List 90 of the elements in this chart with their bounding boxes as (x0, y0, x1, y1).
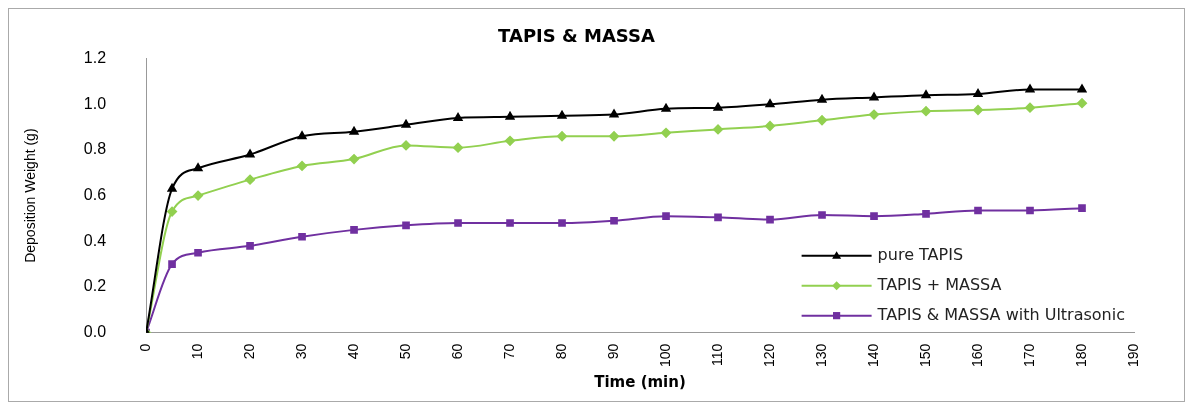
legend-label: TAPIS + MASSA (876, 274, 1002, 294)
point (1025, 102, 1035, 113)
point (453, 142, 464, 153)
point (193, 190, 204, 201)
point (506, 219, 514, 227)
point (1077, 98, 1087, 109)
point (349, 126, 359, 135)
x-tick-label: 80 (552, 343, 569, 360)
point (246, 242, 254, 250)
point (661, 103, 671, 112)
point (557, 110, 567, 119)
point (453, 112, 463, 121)
x-tick-label: 100 (656, 343, 673, 367)
x-tick-label: 170 (1020, 343, 1037, 367)
point (505, 135, 516, 146)
point (1077, 84, 1087, 93)
point (558, 219, 566, 227)
y-axis-title: Deposition Weight (g) (22, 128, 39, 263)
x-tick-label: 120 (760, 343, 777, 367)
point (817, 94, 827, 103)
point (922, 210, 930, 218)
point (401, 140, 412, 151)
x-tick-label: 0 (136, 343, 153, 352)
point (350, 226, 358, 234)
x-tick-label: 150 (916, 343, 933, 367)
point (609, 131, 620, 142)
point (870, 212, 878, 220)
point (349, 154, 360, 165)
y-tick-label: 0.6 (83, 186, 107, 204)
point (1026, 206, 1034, 215)
y-tick-label: 0.4 (83, 231, 107, 249)
point (505, 111, 515, 120)
y-tick-label: 1.2 (83, 49, 107, 67)
point (167, 206, 178, 217)
point (765, 99, 775, 108)
x-tick-label: 30 (292, 343, 309, 360)
x-tick-label: 130 (812, 343, 829, 367)
point (557, 131, 568, 142)
point (245, 174, 256, 185)
x-tick-label: 90 (604, 343, 621, 360)
point (610, 216, 618, 225)
point (298, 232, 306, 241)
x-tick-label: 10 (188, 343, 205, 360)
point (662, 212, 670, 220)
point (297, 131, 307, 140)
legend-label: pure TAPIS (877, 244, 964, 264)
point (869, 92, 879, 101)
y-tick-label: 0.8 (83, 140, 107, 158)
point (661, 127, 672, 138)
x-tick-label: 50 (396, 343, 413, 360)
point (609, 109, 619, 118)
x-tick-label: 70 (500, 343, 517, 360)
x-axis-title: Time (min) (594, 372, 686, 391)
point (194, 248, 202, 257)
point (167, 183, 177, 192)
x-tick-label: 190 (1124, 343, 1141, 367)
point (765, 120, 776, 131)
chart-title: TAPIS & MASSA (498, 25, 655, 47)
point (817, 115, 828, 126)
point (974, 206, 982, 215)
point (402, 221, 410, 230)
y-tick-label: 0.2 (83, 277, 107, 295)
point (168, 260, 176, 268)
x-tick-label: 180 (1072, 343, 1089, 367)
x-tick-label: 60 (448, 343, 465, 360)
point (297, 160, 308, 171)
point (401, 119, 411, 128)
x-tick-label: 110 (708, 343, 725, 366)
point (193, 163, 203, 172)
point (245, 149, 255, 158)
point (1078, 204, 1086, 213)
legend-label: TAPIS & MASSA with Ultrasonic (876, 304, 1125, 324)
point (713, 124, 724, 135)
point (921, 90, 931, 99)
point (766, 215, 774, 224)
point (454, 219, 462, 227)
point (818, 211, 826, 219)
point (869, 109, 880, 120)
y-tick-label: 1.0 (83, 94, 107, 112)
x-tick-label: 160 (968, 343, 985, 367)
point (1025, 84, 1035, 93)
point (714, 213, 722, 222)
point (973, 89, 983, 97)
x-tick-label: 140 (864, 343, 881, 367)
point (973, 104, 984, 115)
y-tick-label: 0.0 (83, 323, 107, 341)
x-tick-label: 40 (344, 343, 361, 360)
point (921, 106, 932, 117)
point (713, 102, 723, 111)
x-tick-label: 20 (240, 343, 257, 360)
